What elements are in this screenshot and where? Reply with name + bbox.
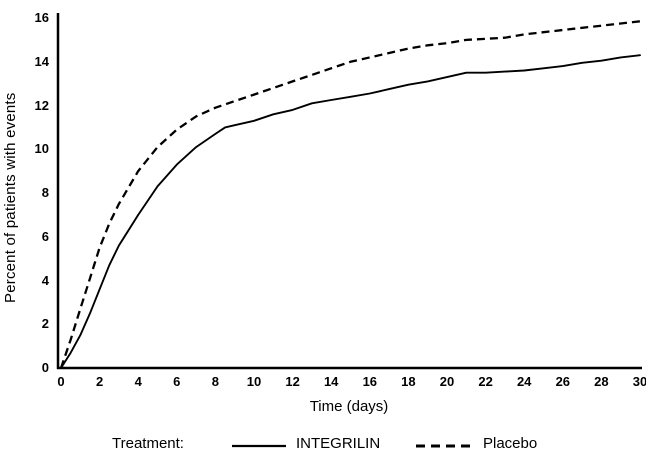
legend-entry-placebo: Placebo xyxy=(483,435,538,452)
integrilin-curve xyxy=(60,54,641,369)
y-tick-label: 8 xyxy=(41,185,49,200)
x-tick-label: 8 xyxy=(211,374,219,389)
legend-entry-integrilin: INTEGRILIN xyxy=(296,435,381,452)
x-tick-label: 6 xyxy=(173,374,181,389)
legend: Treatment: INTEGRILIN Placebo xyxy=(0,433,646,457)
x-tick-label: 20 xyxy=(439,374,455,389)
y-tick-label: 10 xyxy=(34,141,49,157)
y-tick-label: 4 xyxy=(41,272,49,288)
y-tick-label: 0 xyxy=(41,360,49,375)
dashed-line-swatch-icon xyxy=(416,444,470,448)
x-tick-label: 14 xyxy=(323,374,339,389)
x-tick-label: 16 xyxy=(362,374,378,389)
y-tick-label: 12 xyxy=(34,97,49,113)
x-tick-label: 4 xyxy=(134,374,142,389)
x-tick-label: 12 xyxy=(285,374,300,389)
x-tick-label: 0 xyxy=(57,374,65,389)
x-tick-label: 24 xyxy=(516,374,532,389)
x-tick-label: 30 xyxy=(632,374,646,389)
x-tick-label: 2 xyxy=(95,374,104,389)
x-tick-label: 28 xyxy=(594,374,609,389)
y-tick-label: 16 xyxy=(34,10,49,25)
legend-title: Treatment: xyxy=(112,435,184,452)
placebo-curve xyxy=(59,20,641,369)
x-tick-labels: 0 2 4 6 8 10 12 14 16 18 20 22 24 26 28 30 xyxy=(0,374,646,390)
x-tick-label: 10 xyxy=(246,374,262,389)
y-tick-label: 2 xyxy=(41,316,49,332)
solid-line-swatch-icon xyxy=(232,444,286,448)
y-tick-label: 6 xyxy=(41,228,49,244)
x-tick-label: 22 xyxy=(478,374,493,389)
y-tick-label: 14 xyxy=(34,53,49,69)
x-tick-label: 26 xyxy=(555,374,571,389)
y-tick-labels: 0 2 4 6 8 10 12 14 16 xyxy=(0,0,51,463)
x-axis-label: Time (days) xyxy=(309,398,389,415)
x-tick-label: 18 xyxy=(401,374,416,389)
